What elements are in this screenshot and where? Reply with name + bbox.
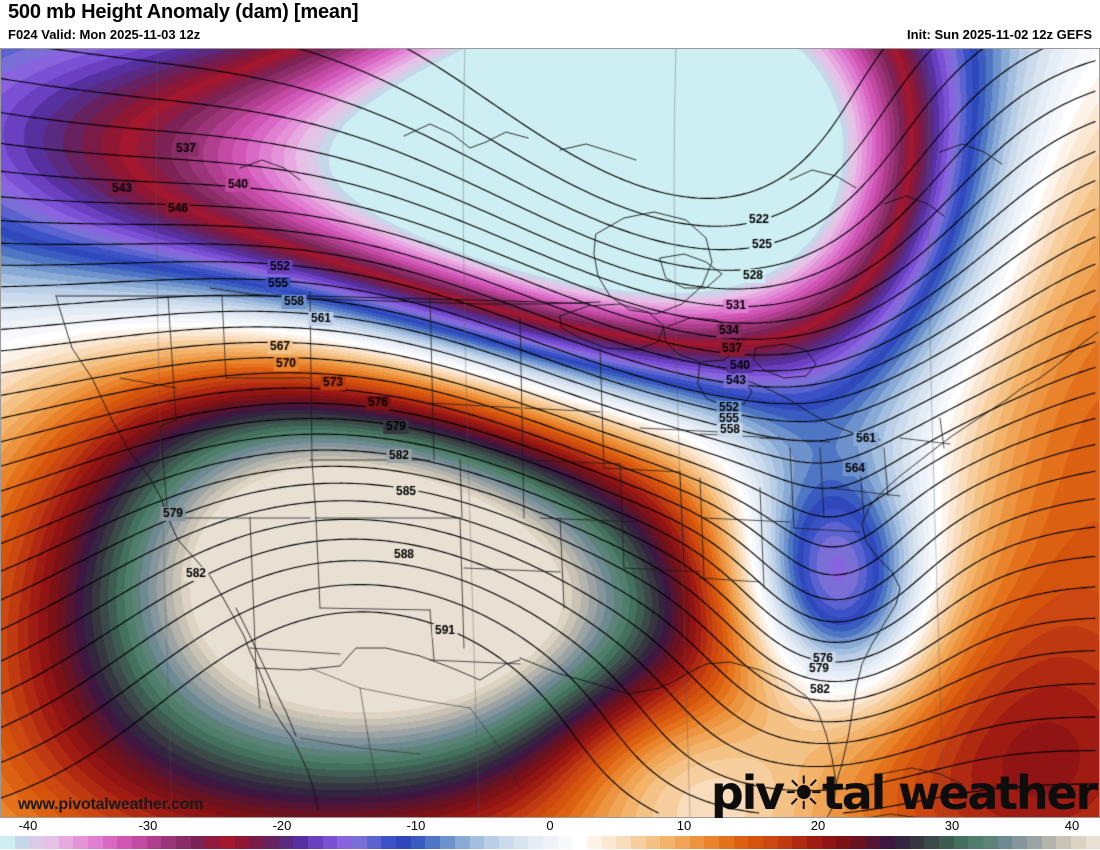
colorbar-swatch	[498, 836, 514, 849]
colorbar-swatches	[0, 836, 1100, 849]
colorbar-swatch	[234, 836, 250, 849]
colorbar-swatch	[0, 836, 15, 849]
colorbar-tick-label: -10	[406, 818, 426, 833]
colorbar-swatch	[718, 836, 734, 849]
colorbar-swatch	[616, 836, 631, 849]
brand-text-left: piv	[710, 766, 785, 818]
colorbar-swatch	[484, 836, 499, 849]
colorbar-swatch	[205, 836, 221, 849]
colorbar-swatch	[44, 836, 59, 849]
colorbar-tick-label: -40	[18, 818, 38, 833]
colorbar-swatch	[88, 836, 103, 849]
colorbar-swatch	[939, 836, 954, 849]
colorbar-swatch	[440, 836, 455, 849]
colorbar-swatch	[704, 836, 719, 849]
colorbar-swatch	[924, 836, 939, 849]
colorbar-swatch	[645, 836, 661, 849]
colorbar-ticks: -40 -30 -20 -10 0 10 20 30 40	[0, 818, 1100, 836]
brand-text-right: tal weather	[822, 766, 1098, 818]
colorbar-swatch	[630, 836, 646, 849]
colorbar-swatch	[689, 836, 705, 849]
colorbar-swatch	[1041, 836, 1057, 849]
colorbar-tick-label: 30	[944, 818, 960, 833]
site-url-watermark: www.pivotalweather.com	[18, 796, 204, 813]
colorbar-swatch	[850, 836, 866, 849]
colorbar-swatch	[425, 836, 441, 849]
colorbar-swatch	[1085, 836, 1100, 849]
pivotal-weather-logo: piv☀tal weather	[710, 766, 1098, 818]
colorbar-swatch	[777, 836, 793, 849]
colorbar-swatch	[894, 836, 910, 849]
colorbar-swatch	[968, 836, 984, 849]
valid-time-label: F024 Valid: Mon 2025-11-03 12z	[8, 27, 201, 42]
colorbar-swatch	[176, 836, 191, 849]
colorbar-swatch	[117, 836, 133, 849]
colorbar-swatch	[513, 836, 529, 849]
colorbar-swatch	[396, 836, 411, 849]
colorbar-swatch	[132, 836, 147, 849]
colorbar-swatch	[586, 836, 602, 849]
init-time-label: Init: Sun 2025-11-02 12z GEFS	[907, 27, 1092, 42]
colorbar-swatch	[469, 836, 485, 849]
colorbar-swatch	[278, 836, 294, 849]
colorbar-swatch	[322, 836, 338, 849]
colorbar-swatch	[264, 836, 279, 849]
colorbar-swatch	[572, 836, 587, 849]
colorbar-swatch	[58, 836, 74, 849]
colorbar-swatch	[1071, 836, 1086, 849]
colorbar-swatch	[102, 836, 118, 849]
colorbar-swatch	[909, 836, 925, 849]
colorbar-tick-label: 20	[810, 818, 826, 833]
colorbar-swatch	[836, 836, 851, 849]
colorbar-swatch	[1012, 836, 1028, 849]
colorbar-swatch	[308, 836, 323, 849]
colorbar-swatch	[381, 836, 397, 849]
colorbar-swatch	[410, 836, 426, 849]
colorbar-swatch	[983, 836, 998, 849]
colorbar-swatch	[601, 836, 617, 849]
colorbar-swatch	[733, 836, 749, 849]
colorbar-swatch	[806, 836, 822, 849]
map-panel[interactable]: www.pivotalweather.com piv☀tal weather	[0, 48, 1100, 818]
colorbar-swatch	[748, 836, 763, 849]
colorbar-swatch	[293, 836, 309, 849]
colorbar-swatch	[73, 836, 89, 849]
colorbar-swatch	[220, 836, 235, 849]
colorbar-swatch	[660, 836, 675, 849]
colorbar-swatch	[366, 836, 382, 849]
colorbar-swatch	[161, 836, 177, 849]
colorbar-tick-label: -30	[138, 818, 158, 833]
colorbar[interactable]: -40 -30 -20 -10 0 10 20 30 40	[0, 818, 1100, 850]
colorbar-swatch	[821, 836, 837, 849]
colorbar-swatch	[542, 836, 558, 849]
colorbar-tick-label: -20	[272, 818, 292, 833]
colorbar-swatch	[352, 836, 367, 849]
colorbar-swatch	[792, 836, 807, 849]
colorbar-tick-label: 10	[676, 818, 692, 833]
colorbar-swatch	[865, 836, 881, 849]
colorbar-swatch	[557, 836, 573, 849]
colorbar-tick-label: 40	[1064, 818, 1080, 833]
colorbar-swatch	[249, 836, 265, 849]
page-title: 500 mb Height Anomaly (dam) [mean]	[8, 1, 359, 23]
colorbar-swatch	[190, 836, 206, 849]
colorbar-swatch	[953, 836, 969, 849]
colorbar-swatch	[997, 836, 1013, 849]
colorbar-swatch	[674, 836, 690, 849]
sun-icon: ☀	[782, 766, 824, 818]
colorbar-swatch	[337, 836, 353, 849]
colorbar-swatch	[1056, 836, 1072, 849]
colorbar-swatch	[528, 836, 543, 849]
header: 500 mb Height Anomaly (dam) [mean] F024 …	[0, 0, 1100, 48]
colorbar-swatch	[14, 836, 30, 849]
colorbar-tick-label: 0	[546, 818, 554, 833]
colorbar-swatch	[762, 836, 778, 849]
colorbar-swatch	[1027, 836, 1042, 849]
colorbar-swatch	[146, 836, 162, 849]
map-canvas[interactable]	[0, 48, 1100, 818]
colorbar-swatch	[29, 836, 45, 849]
colorbar-swatch	[880, 836, 895, 849]
colorbar-swatch	[454, 836, 470, 849]
